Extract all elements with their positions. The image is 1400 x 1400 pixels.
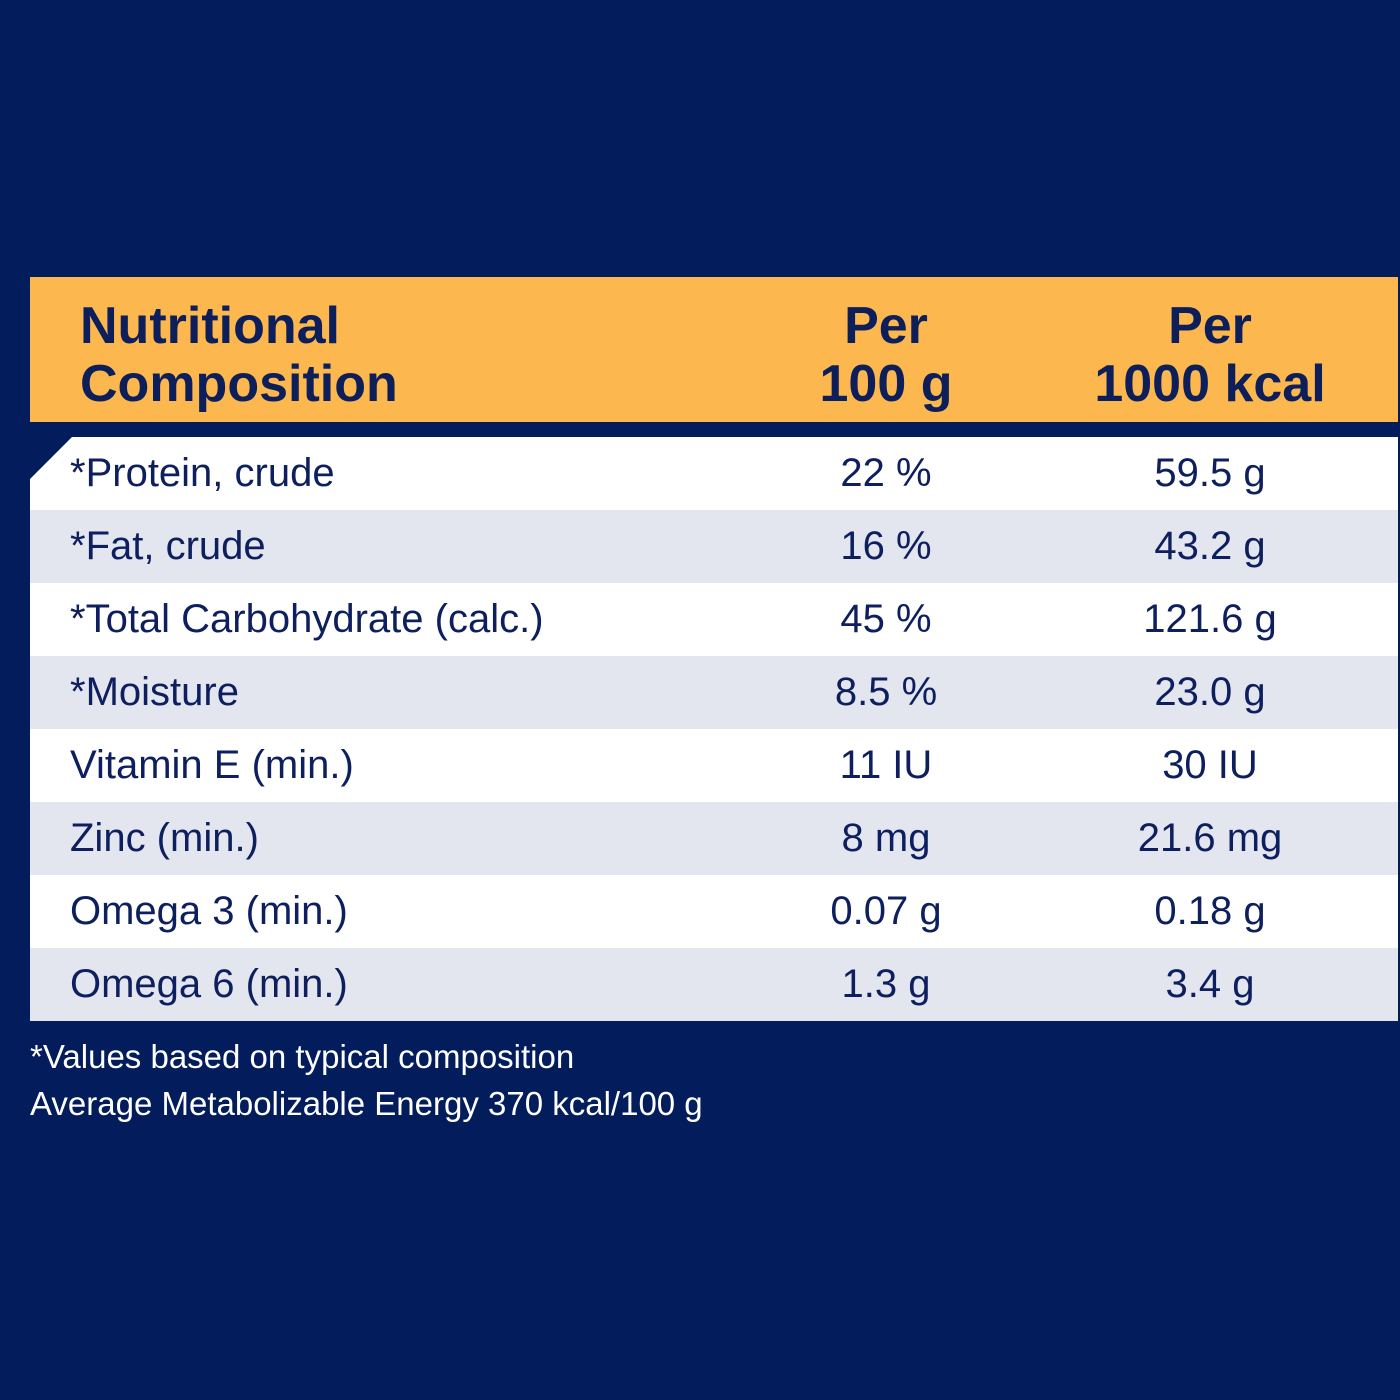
header-per1000-line1: Per xyxy=(1168,297,1252,355)
row-value-per100g: 8.5 % xyxy=(834,670,938,714)
row-nutrient-name: Omega 6 (min.) xyxy=(70,962,348,1006)
table-row: Vitamin E (min.) 11 IU 30 IU xyxy=(30,729,1398,802)
header-per-1000kcal: Per 1000 kcal xyxy=(1075,297,1345,413)
table-row: *Moisture 8.5 % 23.0 g xyxy=(30,656,1398,729)
row-value-per100g: 11 IU xyxy=(839,743,933,787)
row-value-per100g: 22 % xyxy=(840,451,932,495)
header-divider xyxy=(30,422,1398,437)
row-value-per100g: 16 % xyxy=(840,524,932,568)
footnote-typical-composition: *Values based on typical composition xyxy=(30,1038,575,1075)
row-nutrient-name: Vitamin E (min.) xyxy=(70,743,354,787)
table-row: *Protein, crude 22 % 59.5 g xyxy=(30,437,1398,510)
row-value-per1000kcal: 21.6 mg xyxy=(1137,816,1283,860)
row-nutrient-name: *Moisture xyxy=(70,670,239,714)
table-row: Omega 3 (min.) 0.07 g 0.18 g xyxy=(30,875,1398,948)
row-value-per1000kcal: 43.2 g xyxy=(1154,524,1266,568)
row-nutrient-name: Omega 3 (min.) xyxy=(70,889,348,933)
table-corner-notch xyxy=(30,437,72,479)
row-value-per1000kcal: 59.5 g xyxy=(1154,451,1266,495)
row-nutrient-name: Zinc (min.) xyxy=(70,816,259,860)
row-value-per100g: 8 mg xyxy=(841,816,931,860)
row-value-per100g: 1.3 g xyxy=(841,962,931,1006)
row-value-per100g: 45 % xyxy=(840,597,932,641)
row-value-per1000kcal: 30 IU xyxy=(1162,743,1258,787)
header-name-line2: Composition xyxy=(80,355,398,413)
row-nutrient-name: *Fat, crude xyxy=(70,524,266,568)
header-per1000-line2: 1000 kcal xyxy=(1094,355,1326,413)
row-value-per1000kcal: 23.0 g xyxy=(1154,670,1266,714)
row-value-per1000kcal: 3.4 g xyxy=(1165,962,1255,1006)
nutrition-table: Nutritional Composition Per 100 g Per 10… xyxy=(30,277,1398,1021)
table-row: Omega 6 (min.) 1.3 g 3.4 g xyxy=(30,948,1398,1021)
footnotes: *Values based on typical composition Ave… xyxy=(30,1033,703,1127)
row-value-per1000kcal: 121.6 g xyxy=(1143,597,1277,641)
row-value-per100g: 0.07 g xyxy=(830,889,942,933)
header-name-line1: Nutritional xyxy=(80,297,340,355)
header-per-100g: Per 100 g xyxy=(800,297,972,413)
row-nutrient-name: *Total Carbohydrate (calc.) xyxy=(70,597,544,641)
table-body: *Protein, crude 22 % 59.5 g *Fat, crude … xyxy=(30,437,1398,1021)
header-per100-line1: Per xyxy=(844,297,928,355)
footnote-metabolizable-energy: Average Metabolizable Energy 370 kcal/10… xyxy=(30,1085,703,1122)
header-nutritional-composition: Nutritional Composition xyxy=(80,297,398,413)
table-header: Nutritional Composition Per 100 g Per 10… xyxy=(30,277,1398,422)
table-row: *Total Carbohydrate (calc.) 45 % 121.6 g xyxy=(30,583,1398,656)
row-nutrient-name: *Protein, crude xyxy=(70,451,335,495)
header-per100-line2: 100 g xyxy=(819,355,953,413)
row-value-per1000kcal: 0.18 g xyxy=(1154,889,1266,933)
table-row: *Fat, crude 16 % 43.2 g xyxy=(30,510,1398,583)
table-row: Zinc (min.) 8 mg 21.6 mg xyxy=(30,802,1398,875)
